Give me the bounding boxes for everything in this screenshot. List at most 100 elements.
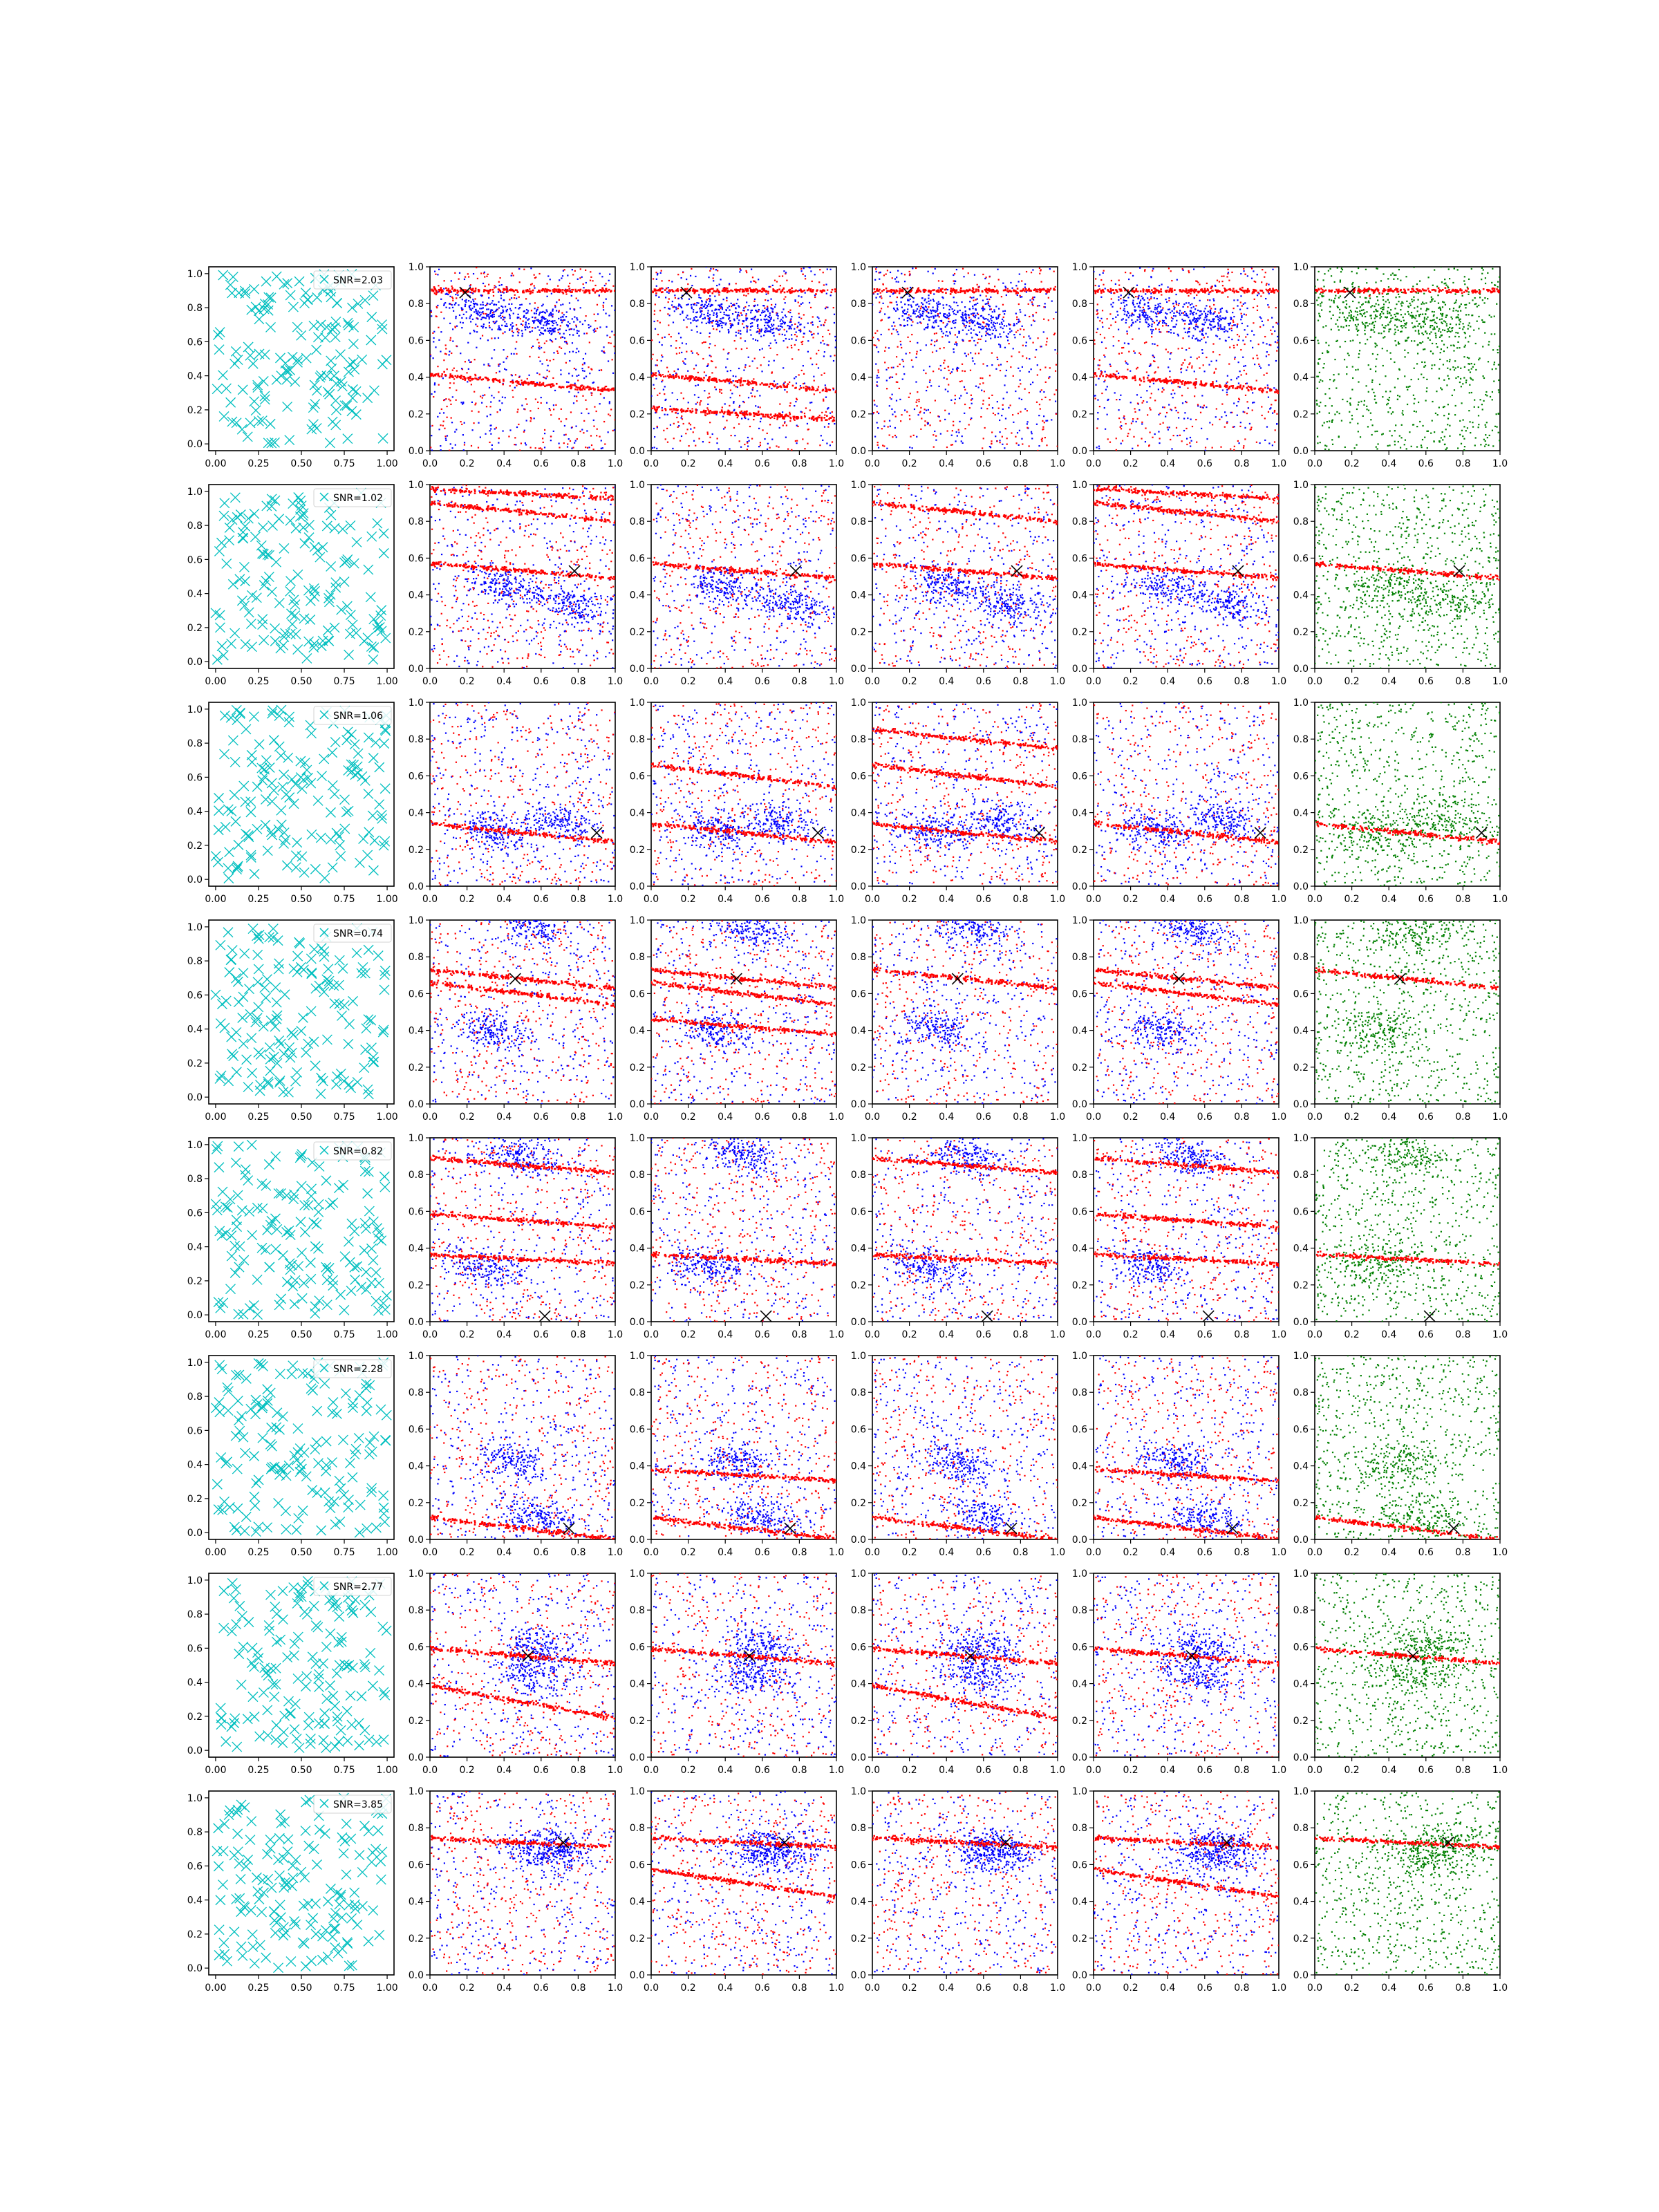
data-point xyxy=(557,331,559,333)
data-point xyxy=(822,335,824,338)
data-point xyxy=(480,272,482,274)
data-point xyxy=(937,313,939,315)
data-point xyxy=(569,384,572,387)
data-point xyxy=(907,336,909,338)
x-marker xyxy=(292,354,303,365)
data-point xyxy=(550,339,552,342)
data-point xyxy=(517,381,520,383)
data-point xyxy=(545,377,547,379)
data-point xyxy=(819,269,821,271)
data-point xyxy=(997,279,1000,281)
data-point xyxy=(500,305,503,308)
data-point xyxy=(1172,434,1174,437)
data-point xyxy=(980,407,982,409)
data-point xyxy=(572,447,574,449)
data-point xyxy=(822,339,824,342)
data-point xyxy=(545,340,547,342)
data-point xyxy=(991,322,993,324)
data-point xyxy=(1020,311,1022,313)
data-point xyxy=(1121,425,1123,427)
data-point xyxy=(527,310,529,312)
data-point xyxy=(1206,318,1208,321)
data-point xyxy=(804,275,806,277)
data-point xyxy=(581,412,583,414)
data-point xyxy=(498,391,500,393)
data-point xyxy=(751,395,753,397)
data-point xyxy=(735,311,737,313)
data-point xyxy=(712,319,715,322)
data-point xyxy=(756,304,759,306)
data-point xyxy=(539,311,541,313)
data-point xyxy=(709,298,711,300)
data-point xyxy=(554,338,557,340)
data-point xyxy=(526,377,528,380)
data-point xyxy=(1177,348,1179,350)
data-point xyxy=(986,303,988,305)
data-point xyxy=(549,359,551,362)
data-point xyxy=(540,384,543,386)
data-point xyxy=(926,316,928,318)
data-point xyxy=(516,341,518,343)
data-point xyxy=(744,417,747,420)
data-point xyxy=(706,379,709,382)
data-point xyxy=(736,289,739,291)
data-point xyxy=(726,297,728,299)
data-point xyxy=(804,415,806,418)
data-point xyxy=(487,273,489,275)
data-point xyxy=(876,422,878,424)
data-point xyxy=(606,388,609,391)
data-point xyxy=(686,326,688,328)
data-point xyxy=(1036,305,1039,307)
data-point xyxy=(906,320,908,322)
data-point xyxy=(759,442,762,444)
data-point xyxy=(890,376,892,378)
y-tick-label: 1.0 xyxy=(409,262,424,273)
data-point xyxy=(776,314,778,316)
data-point xyxy=(789,402,791,404)
data-point xyxy=(959,380,961,383)
data-point xyxy=(946,316,948,318)
data-point xyxy=(931,326,933,328)
data-point xyxy=(753,381,756,383)
data-point xyxy=(484,276,486,278)
data-point xyxy=(730,302,732,305)
data-point xyxy=(1041,438,1043,440)
data-point xyxy=(751,322,753,324)
data-point xyxy=(991,364,993,366)
data-point xyxy=(958,330,960,332)
data-point xyxy=(784,334,786,336)
data-point xyxy=(589,373,591,375)
data-point xyxy=(935,311,937,313)
data-point xyxy=(697,319,699,321)
data-point xyxy=(926,315,928,317)
data-point xyxy=(664,409,667,411)
data-point xyxy=(890,398,892,400)
data-point xyxy=(431,290,433,292)
data-point xyxy=(906,288,909,290)
data-point xyxy=(879,296,881,298)
data-point xyxy=(786,415,789,417)
data-point xyxy=(538,312,541,315)
data-point xyxy=(658,406,660,408)
data-point xyxy=(469,288,472,290)
data-point xyxy=(1042,426,1044,428)
data-point xyxy=(451,422,453,424)
data-point xyxy=(903,309,906,311)
data-point xyxy=(961,435,963,438)
data-point xyxy=(746,413,749,416)
data-point xyxy=(594,320,597,322)
data-point xyxy=(596,428,598,430)
data-point xyxy=(965,355,968,357)
data-point xyxy=(962,268,964,270)
data-point xyxy=(743,294,745,297)
data-point xyxy=(465,377,467,379)
data-point xyxy=(532,326,534,329)
data-point xyxy=(576,438,578,440)
data-point xyxy=(728,317,731,319)
data-point xyxy=(512,335,514,337)
data-point xyxy=(663,376,665,378)
data-point xyxy=(720,380,723,382)
data-point xyxy=(995,368,997,370)
data-point xyxy=(687,402,689,404)
